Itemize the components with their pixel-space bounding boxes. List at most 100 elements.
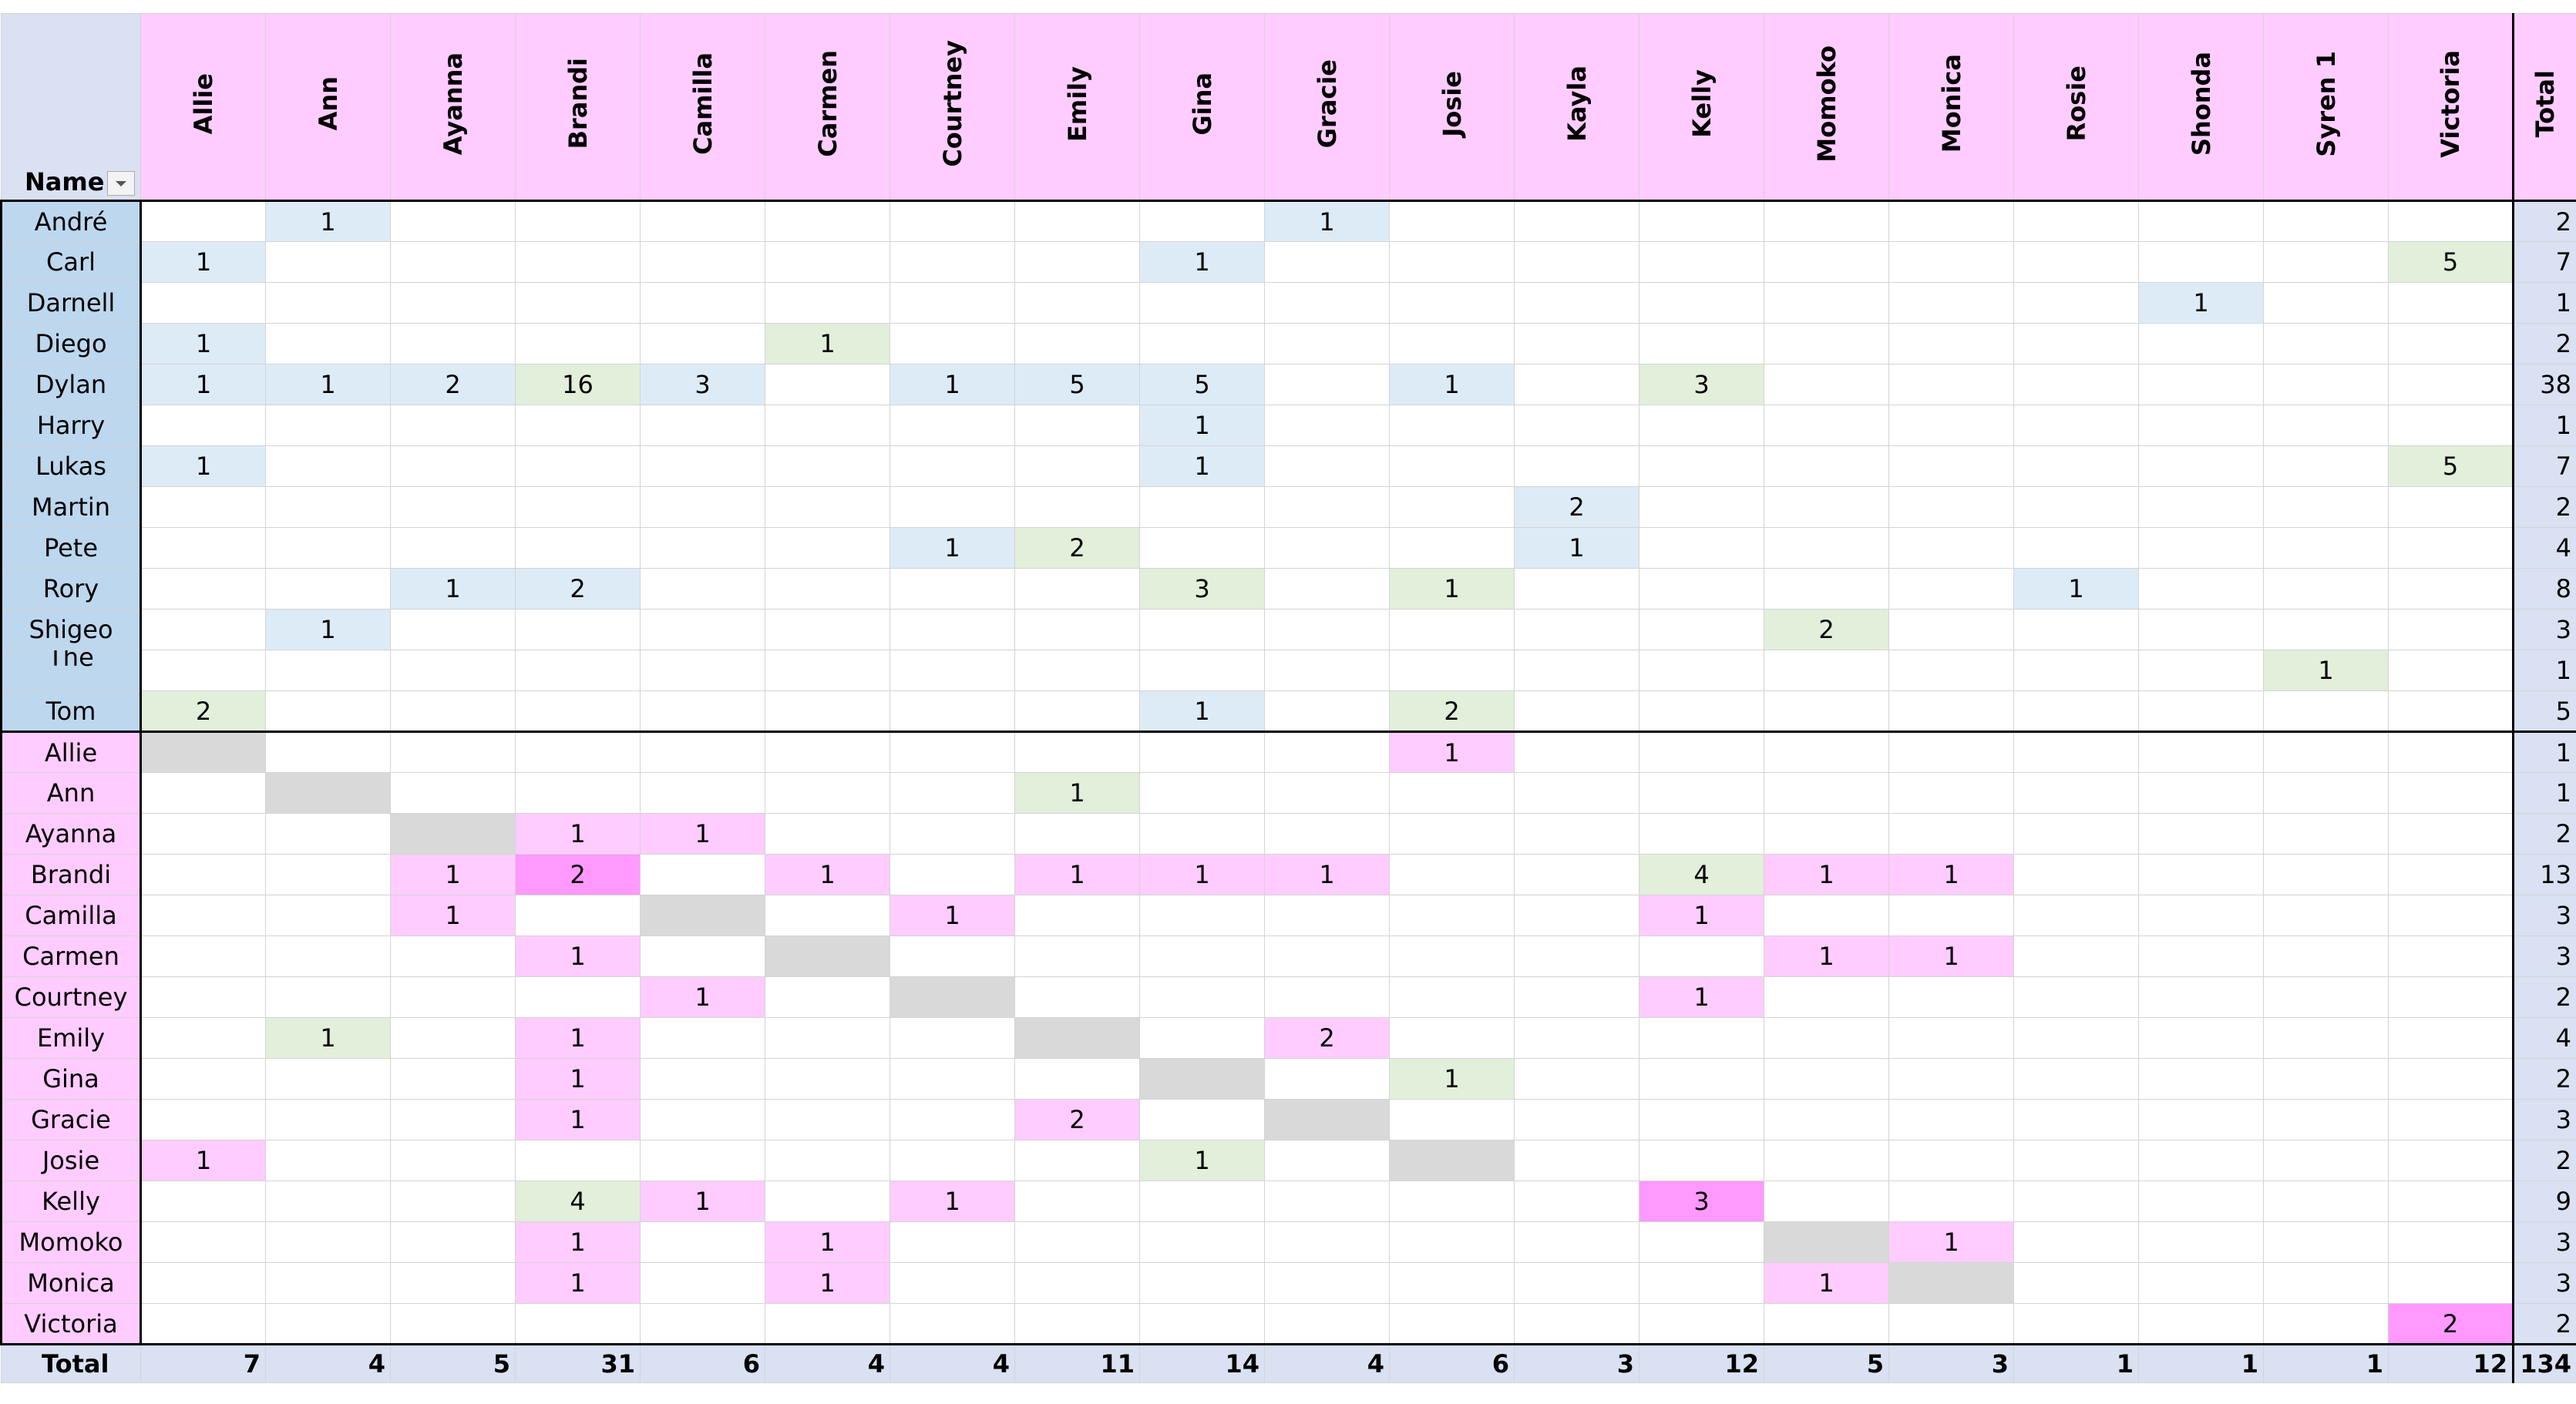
value-cell — [2388, 1221, 2514, 1263]
value-cell — [889, 486, 1015, 528]
value-cell: 1 — [1014, 772, 1140, 814]
data-row: Gina 1 1 2 — [0, 1058, 2576, 1100]
filter-button[interactable] — [107, 171, 136, 196]
value-cell: 1 — [1389, 731, 1515, 773]
value-cell: 1 — [140, 323, 266, 364]
value-cell — [2263, 895, 2389, 936]
value-cell: 1 — [1389, 1058, 1515, 1100]
value-cell — [765, 690, 890, 732]
value-cell — [390, 1303, 516, 1345]
value-cell — [2138, 323, 2264, 364]
value-cell: 2 — [1014, 527, 1140, 569]
value-cell — [2138, 1181, 2264, 1222]
value-cell — [515, 772, 641, 814]
value-cell — [2013, 854, 2139, 895]
value-cell — [1514, 690, 1639, 732]
value-cell — [889, 1099, 1015, 1140]
value-cell: 1 — [265, 364, 391, 405]
value-cell — [515, 527, 641, 569]
value-cell — [390, 1181, 516, 1222]
value-cell — [265, 1099, 391, 1140]
value-cell — [2388, 731, 2514, 773]
row-total: 1 — [2512, 405, 2576, 446]
column-header: Carmen — [765, 13, 890, 201]
value-cell — [1264, 650, 1390, 691]
value-cell — [1514, 282, 1639, 324]
value-cell — [2013, 1262, 2139, 1304]
value-cell — [2138, 1221, 2264, 1263]
value-cell — [889, 772, 1015, 814]
value-cell — [1264, 609, 1390, 650]
value-cell — [140, 1262, 266, 1304]
value-cell — [889, 1058, 1015, 1100]
value-cell — [1139, 527, 1265, 569]
value-cell — [1014, 813, 1140, 855]
value-cell — [640, 568, 765, 610]
value-cell — [2013, 935, 2139, 977]
value-cell — [2138, 241, 2264, 283]
value-cell — [265, 772, 391, 814]
value-cell — [765, 1099, 890, 1140]
value-cell — [1764, 486, 1889, 528]
column-header-label: Emily — [1062, 65, 1092, 142]
value-cell — [2263, 772, 2389, 814]
value-cell — [1764, 241, 1889, 283]
value-cell — [265, 445, 391, 487]
value-cell: 1 — [1888, 854, 2014, 895]
value-cell — [1139, 976, 1265, 1018]
value-cell — [1764, 1181, 1889, 1222]
value-cell — [140, 1303, 266, 1345]
row-total: 1 — [2512, 772, 2576, 814]
pivot-table: Name Allie Ann Ayanna Brandi Camilla Carmen Co… — [0, 13, 2576, 1383]
value-cell — [1264, 568, 1390, 610]
value-cell — [2013, 1058, 2139, 1100]
value-cell — [2138, 731, 2264, 773]
total-row: Total 7 4 5 31 6 4 4 11 14 4 6 3 12 5 3 1 1 1 12 134 — [1, 1344, 2576, 1383]
column-header: Emily — [1014, 13, 1140, 201]
value-cell — [140, 976, 266, 1018]
value-cell — [2013, 1017, 2139, 1059]
value-cell — [640, 731, 765, 773]
value-cell — [2388, 1099, 2514, 1140]
column-header-label: Ann — [313, 76, 343, 131]
value-cell — [1139, 609, 1265, 650]
value-cell: 1 — [140, 241, 266, 283]
value-cell — [1639, 241, 1764, 283]
grand-total: 134 — [2512, 1344, 2576, 1383]
column-header: Courtney — [889, 13, 1015, 201]
value-cell — [889, 935, 1015, 977]
value-cell: 1 — [1139, 405, 1265, 446]
value-cell: 2 — [390, 364, 516, 405]
value-cell: 1 — [515, 935, 641, 977]
value-cell — [1264, 895, 1390, 936]
value-cell — [1764, 1140, 1889, 1181]
value-cell: 1 — [1014, 854, 1140, 895]
value-cell — [2263, 323, 2389, 364]
column-header: Camilla — [640, 13, 765, 201]
value-cell — [2013, 527, 2139, 569]
value-cell: 2 — [2388, 1303, 2514, 1345]
value-cell — [140, 854, 266, 895]
value-cell — [1888, 1099, 2014, 1140]
value-cell — [1639, 935, 1764, 977]
value-cell: 2 — [1514, 486, 1639, 528]
value-cell — [1639, 568, 1764, 610]
value-cell — [1639, 1221, 1764, 1263]
value-cell — [1514, 1017, 1639, 1059]
value-cell — [515, 445, 641, 487]
value-cell — [1514, 772, 1639, 814]
value-cell — [765, 405, 890, 446]
value-cell — [390, 323, 516, 364]
value-cell: 4 — [1639, 854, 1764, 895]
value-cell — [1639, 323, 1764, 364]
data-row: Carl 1 1 5 7 — [0, 241, 2576, 283]
row-name: Gracie — [0, 1099, 142, 1140]
row-total: 4 — [2512, 527, 2576, 569]
value-cell — [765, 527, 890, 569]
column-header-label: Total — [2531, 69, 2560, 138]
value-cell: 1 — [1264, 200, 1390, 242]
value-cell — [640, 1303, 765, 1345]
value-cell: 4 — [515, 1181, 641, 1222]
value-cell: 1 — [515, 813, 641, 855]
value-cell — [765, 895, 890, 936]
